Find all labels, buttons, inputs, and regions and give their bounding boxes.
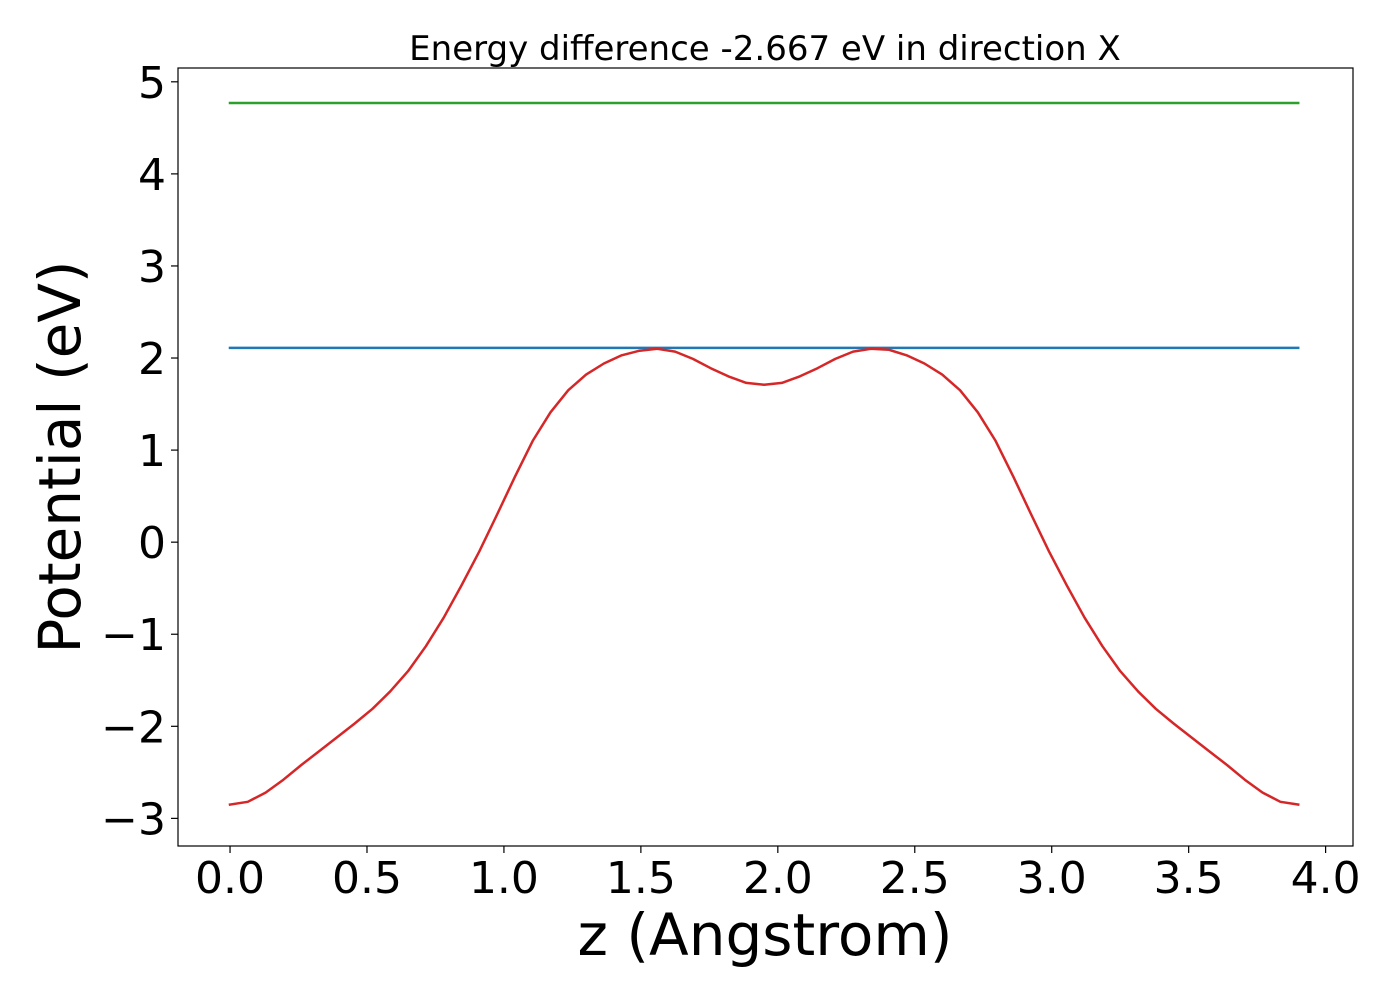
plot-lines bbox=[228, 101, 1300, 807]
y-axis-label: Potential (eV) bbox=[26, 260, 94, 653]
y-tick-label: 3 bbox=[138, 242, 166, 293]
x-tick-label: 1.5 bbox=[606, 853, 676, 904]
y-tick-label: −1 bbox=[101, 610, 166, 661]
x-tick-label: 0.0 bbox=[195, 853, 265, 904]
y-tick-label: −2 bbox=[101, 702, 166, 753]
y-tick-label: 4 bbox=[138, 150, 166, 201]
x-tick-label: 3.0 bbox=[1017, 853, 1087, 904]
x-tick-label: 4.0 bbox=[1291, 853, 1361, 904]
y-tick-label: 5 bbox=[138, 58, 166, 109]
y-tick-label: −3 bbox=[101, 794, 166, 845]
x-tick-label: 1.0 bbox=[469, 853, 539, 904]
y-tick-label: 0 bbox=[138, 518, 166, 569]
x-axis-label: z (Angstrom) bbox=[578, 901, 953, 969]
y-axis: −3 −2 −1 0 1 2 3 4 5 bbox=[101, 58, 178, 845]
chart-title: Energy difference -2.667 eV in direction… bbox=[409, 29, 1121, 69]
x-tick-label: 2.0 bbox=[743, 853, 813, 904]
series-line-2 bbox=[228, 347, 1300, 807]
plot-frame bbox=[177, 67, 1354, 847]
x-axis: 0.0 0.5 1.0 1.5 2.0 2.5 3.0 3.5 4.0 bbox=[195, 846, 1361, 904]
x-tick-label: 3.5 bbox=[1154, 853, 1224, 904]
y-tick-label: 2 bbox=[138, 334, 166, 385]
y-tick-label: 1 bbox=[138, 426, 166, 477]
x-tick-label: 2.5 bbox=[880, 853, 950, 904]
x-tick-label: 0.5 bbox=[332, 853, 402, 904]
